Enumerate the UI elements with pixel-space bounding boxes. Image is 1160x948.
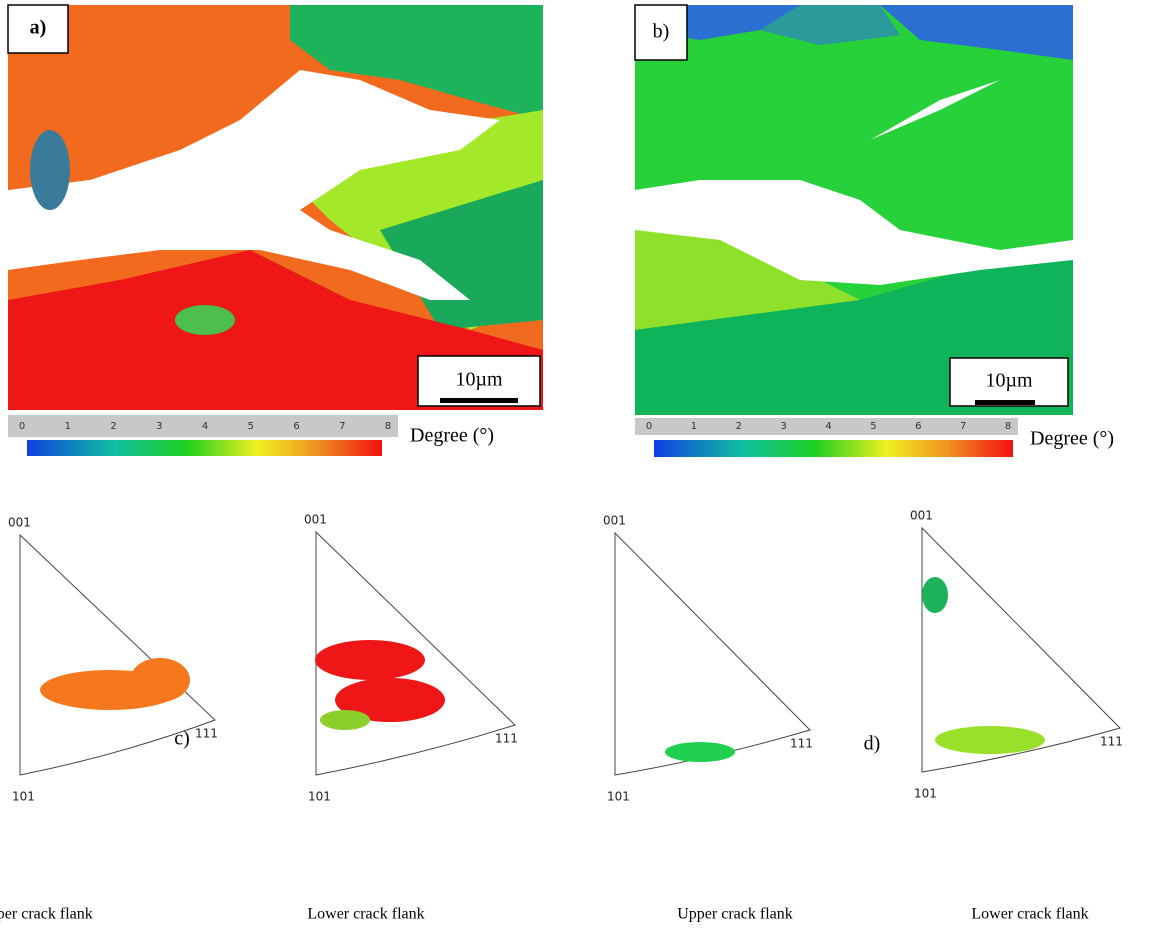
pole-points (40, 577, 1045, 762)
pole-corner: 001 (8, 516, 31, 530)
pole-corner: 001 (910, 509, 933, 523)
pole-corner: 101 (308, 790, 331, 804)
colorbar-tick: 7 (339, 421, 345, 432)
pole-corner: 101 (607, 790, 630, 804)
colorbar-tick: 3 (780, 421, 786, 432)
scale-bar-label: 10µm (455, 369, 503, 391)
pole-caption: Lower crack flank (307, 906, 424, 923)
panel-label: b) (653, 21, 670, 43)
colorbar-tick: 6 (915, 421, 921, 432)
pole-caption: Upper crack flank (677, 906, 793, 923)
panel-label: a) (30, 17, 47, 39)
colorbar-tick: 4 (202, 421, 208, 432)
colorbar-tick: 0 (646, 421, 652, 432)
pole-corner: 111 (495, 732, 518, 746)
colorbar-label: Degree (°) (410, 425, 494, 447)
colorbar-tick: 1 (65, 421, 71, 432)
ebsd-map-a (8, 5, 543, 410)
pole-corner: 101 (12, 790, 35, 804)
colorbar-tick: 1 (691, 421, 697, 432)
colorbar-tick: 2 (110, 421, 116, 432)
colorbar-tick: 5 (248, 421, 254, 432)
colorbar-tick: 2 (736, 421, 742, 432)
pole-corner: 111 (790, 737, 813, 751)
colorbar-tick: 3 (156, 421, 162, 432)
colorbar-tick: 8 (1005, 421, 1011, 432)
pole-corner: 111 (195, 727, 218, 741)
colorbar-tick: 5 (870, 421, 876, 432)
colorbar-label: Degree (°) (1030, 428, 1114, 450)
group-label: c) (174, 728, 190, 750)
colorbar-tick: 7 (960, 421, 966, 432)
scale-bar-label: 10µm (985, 370, 1033, 392)
ebsd-map-b (635, 5, 1073, 415)
pole-corner: 111 (1100, 735, 1123, 749)
pole-caption: Lower crack flank (971, 906, 1088, 923)
pole-corner: 001 (603, 514, 626, 528)
colorbar-tick: 6 (293, 421, 299, 432)
colorbar-tick: 4 (825, 421, 831, 432)
group-label: d) (864, 733, 881, 755)
colorbar-tick: 8 (385, 421, 391, 432)
pole-corner: 101 (914, 787, 937, 801)
pole-corner: 001 (304, 513, 327, 527)
colorbar-tick: 0 (19, 421, 25, 432)
pole-caption: Upper crack flank (0, 906, 93, 923)
